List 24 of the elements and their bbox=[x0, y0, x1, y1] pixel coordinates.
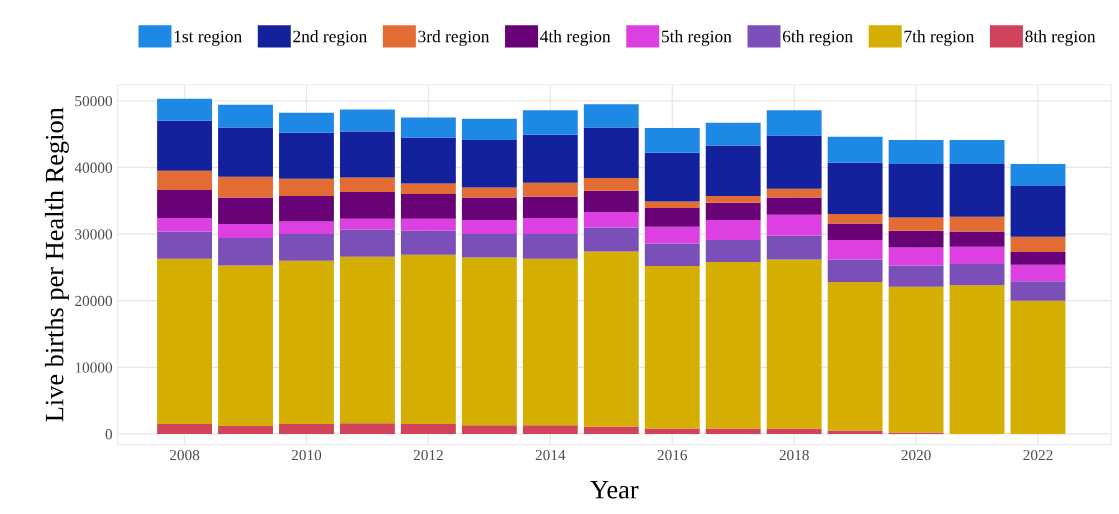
legend-label: 1st region bbox=[174, 30, 242, 46]
y-tick-label: 10000 bbox=[75, 362, 113, 373]
x-tick-label: 2014 bbox=[535, 449, 566, 461]
x-tick-label: 2018 bbox=[779, 449, 809, 461]
x-tick-label: 2022 bbox=[1023, 449, 1053, 461]
legend-label: 3rd region bbox=[418, 30, 490, 46]
y-tick-label: 20000 bbox=[75, 295, 113, 307]
y-axis-title: Live births per Health Region bbox=[44, 107, 69, 422]
legend-label: 4th region bbox=[540, 30, 611, 46]
x-tick-label: 2020 bbox=[901, 449, 931, 461]
legend-label: 7th region bbox=[904, 30, 975, 46]
x-tick-label: 2016 bbox=[657, 449, 688, 461]
y-tick-label: 0 bbox=[105, 429, 113, 440]
legend-label: 6th region bbox=[782, 30, 853, 46]
legend-label: 8th region bbox=[1025, 30, 1096, 46]
y-tick-label: 50000 bbox=[75, 95, 113, 107]
legend-label: 2nd region bbox=[293, 30, 367, 46]
x-tick-label: 2008 bbox=[169, 449, 200, 461]
y-tick-label: 30000 bbox=[75, 229, 113, 240]
x-axis-title: Year bbox=[590, 481, 639, 499]
x-tick-label: 2010 bbox=[291, 449, 322, 461]
x-tick-label: 2012 bbox=[413, 449, 443, 461]
y-tick-label: 40000 bbox=[74, 162, 113, 173]
legend-label: 5th region bbox=[662, 30, 732, 46]
